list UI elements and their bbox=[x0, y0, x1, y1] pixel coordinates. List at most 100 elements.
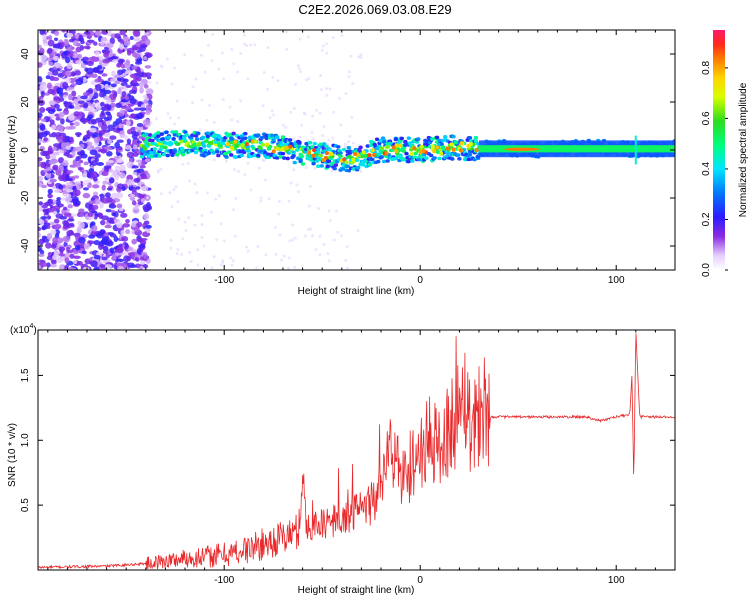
spectrogram-ridge-blob bbox=[229, 153, 234, 157]
spectrogram-faint-blob bbox=[233, 234, 237, 238]
spectrogram-ridge-blob bbox=[139, 155, 145, 159]
spectrogram-ridge-blob bbox=[338, 151, 343, 155]
spectrogram-noise-blob bbox=[127, 251, 136, 257]
spectrogram-noise-blob bbox=[69, 213, 78, 217]
spectrogram-noise-blob bbox=[51, 124, 56, 130]
spectrogram-faint-blob bbox=[208, 103, 212, 107]
spectrogram-faint-blob bbox=[200, 223, 204, 227]
spectrogram-noise-blob bbox=[65, 182, 73, 186]
spectrogram-ridge-blob bbox=[213, 140, 219, 144]
spectrogram-faint-blob bbox=[303, 234, 307, 238]
spectrogram-ridge-blob bbox=[162, 152, 167, 157]
spectrogram-faint-blob bbox=[314, 248, 318, 252]
spectrogram-ridge-blob bbox=[279, 142, 285, 147]
spectrogram-noise-blob bbox=[42, 169, 49, 173]
spectrogram-noise-blob bbox=[117, 265, 125, 270]
spectrogram-faint-blob bbox=[188, 250, 192, 254]
spectrogram-faint-blob bbox=[318, 111, 322, 115]
spectrogram-ridge-blob bbox=[205, 134, 210, 139]
spectrogram-faint-blob bbox=[316, 206, 320, 210]
spectrogram-noise-blob bbox=[38, 264, 42, 270]
spectrogram-noise-blob bbox=[133, 37, 141, 42]
spectrogram-noise-blob bbox=[50, 260, 57, 265]
spectrogram-noise-blob bbox=[111, 90, 117, 94]
spectrogram-faint-blob bbox=[268, 116, 272, 120]
spectrogram-faint-blob bbox=[343, 144, 347, 148]
spectrogram-noise-blob bbox=[62, 94, 68, 99]
spectrogram-faint-blob bbox=[298, 37, 302, 41]
spectrogram-noise-blob bbox=[53, 96, 61, 101]
spectrogram-faint-blob bbox=[322, 124, 326, 128]
spectrogram-noise-blob bbox=[47, 109, 55, 114]
spectrogram-ridge-blob bbox=[247, 135, 253, 140]
spectrogram-noise-blob bbox=[56, 42, 62, 49]
colorbar-tick-label: 0.0 bbox=[701, 263, 712, 277]
spectrogram-noise-blob bbox=[143, 56, 148, 61]
y-tick-label: -20 bbox=[20, 190, 31, 205]
spectrogram-faint-blob bbox=[329, 218, 333, 222]
spectrogram-noise-blob bbox=[73, 260, 78, 265]
spectrogram-noise-blob bbox=[38, 175, 44, 182]
spectrogram-faint-blob bbox=[310, 130, 314, 134]
spectrogram-noise-blob bbox=[92, 176, 98, 182]
spectrogram-ridge-blob bbox=[170, 130, 175, 134]
spectrogram-ridge-blob bbox=[473, 135, 479, 140]
spectrogram-faint-blob bbox=[257, 166, 261, 170]
spectrogram-noise-blob bbox=[55, 237, 64, 244]
spectrogram-noise-blob bbox=[40, 90, 45, 98]
spectrogram-noise-blob bbox=[67, 113, 75, 121]
spectrogram-noise-blob bbox=[41, 184, 47, 189]
spectrogram-faint-blob bbox=[274, 252, 278, 256]
spectrogram-faint-blob bbox=[291, 238, 295, 242]
spectrogram-ridge-blob bbox=[231, 131, 236, 136]
spectrogram-noise-blob bbox=[136, 140, 142, 144]
spectrogram-ridge-blob bbox=[401, 149, 407, 153]
spectrogram-noise-blob bbox=[131, 82, 140, 87]
spectrogram-noise-blob bbox=[144, 72, 152, 77]
spectrogram-noise-blob bbox=[125, 218, 130, 224]
spectrogram-noise-blob bbox=[124, 95, 130, 101]
spectrogram-noise-blob bbox=[50, 244, 57, 249]
spectrogram-faint-blob bbox=[177, 217, 181, 221]
colorbar-tick-label: 0.2 bbox=[701, 212, 712, 226]
spectrogram-noise-blob bbox=[54, 189, 63, 193]
spectrogram-faint-blob bbox=[313, 166, 317, 170]
spectrogram-noise-blob bbox=[38, 138, 42, 143]
spectrogram-noise-blob bbox=[83, 45, 91, 50]
spectrogram-noise-blob bbox=[45, 75, 51, 80]
spectrogram-noise-blob bbox=[123, 251, 131, 257]
spectrogram-noise-blob bbox=[38, 181, 43, 188]
spectrogram-faint-blob bbox=[159, 64, 163, 68]
spectrogram-faint-blob bbox=[270, 109, 274, 113]
spectrogram-noise-blob bbox=[49, 119, 55, 125]
spectrogram-noise-blob bbox=[82, 187, 89, 191]
spectrogram-noise-blob bbox=[117, 113, 124, 117]
spectrogram-faint-blob bbox=[196, 248, 200, 252]
spectrogram-noise-blob bbox=[79, 212, 85, 218]
spectrogram-ridge-blob bbox=[367, 162, 373, 167]
spectrogram-noise-blob bbox=[114, 174, 120, 181]
spectrogram-ridge-blob bbox=[193, 150, 199, 155]
spectrogram-noise-blob bbox=[143, 213, 150, 220]
spectrogram-faint-blob bbox=[249, 188, 253, 192]
spectrogram-noise-blob bbox=[103, 51, 109, 58]
spectrogram-faint-blob bbox=[215, 238, 219, 242]
spectrogram-noise-blob bbox=[111, 70, 116, 77]
spectrogram-faint-blob bbox=[284, 125, 288, 129]
spectrogram-noise-blob bbox=[134, 126, 140, 131]
spectrogram-ridge-blob bbox=[165, 153, 170, 158]
spectrogram-faint-blob bbox=[324, 87, 328, 91]
spectrogram-faint-blob bbox=[261, 158, 265, 162]
spectrogram-faint-blob bbox=[205, 191, 209, 195]
spectrogram-noise-blob bbox=[90, 260, 98, 268]
spectrogram-ridge-blob bbox=[185, 141, 190, 145]
snr-y-ticks: 0.5 1.0 1.5 bbox=[20, 368, 675, 512]
spectrogram-ridge-blob bbox=[164, 130, 169, 135]
spectrogram-ridge-blob bbox=[223, 151, 228, 156]
spectrogram-ridge-blob bbox=[194, 137, 200, 141]
spectrogram-ridge-blob bbox=[259, 135, 265, 140]
spectrogram-noise-blob bbox=[99, 112, 106, 120]
spectrogram-faint-blob bbox=[170, 205, 174, 209]
spectrogram-faint-blob bbox=[172, 188, 176, 192]
spectrogram-faint-blob bbox=[236, 70, 240, 74]
